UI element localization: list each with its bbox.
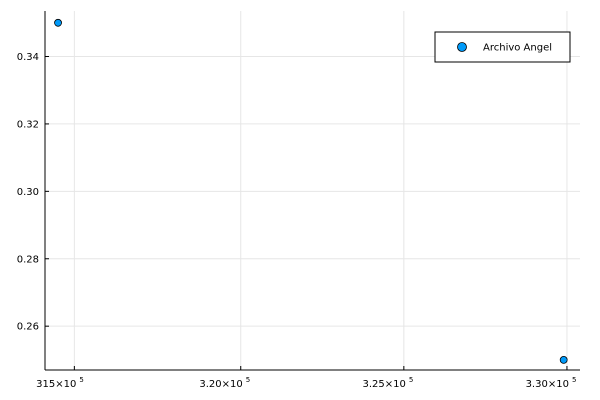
legend: Archivo Angel <box>434 31 571 63</box>
x-tick-exponent: 5 <box>572 376 576 384</box>
y-tick-label: 0.30 <box>17 187 39 198</box>
x-tick-mantissa: 315×10 <box>36 379 76 390</box>
y-tick-label: 0.34 <box>17 52 39 63</box>
x-tick-exponent: 5 <box>246 376 250 384</box>
data-points <box>54 18 568 364</box>
x-tick-label: 3.30×10 5 <box>526 376 577 390</box>
x-tick-mantissa: 3.25×10 <box>362 379 405 390</box>
x-tick-exponent: 5 <box>409 376 413 384</box>
grid <box>45 11 580 370</box>
data-point <box>559 355 568 364</box>
legend-label: Archivo Angel <box>483 43 552 54</box>
x-tick-mantissa: 3.30×10 <box>526 379 569 390</box>
legend-marker <box>457 42 467 52</box>
data-point <box>54 18 62 27</box>
x-tick-mantissa: 3.20×10 <box>199 379 242 390</box>
x-tick-exponent: 5 <box>79 376 83 384</box>
x-tick-label: 315×10 5 <box>36 376 84 390</box>
y-tick-label: 0.32 <box>17 119 39 130</box>
x-tick-label: 3.20×10 5 <box>199 376 250 390</box>
y-tick-label: 0.26 <box>17 322 39 333</box>
axes <box>44 11 580 371</box>
y-tick-label: 0.28 <box>17 254 39 265</box>
x-tick-label: 3.25×10 5 <box>362 376 413 390</box>
